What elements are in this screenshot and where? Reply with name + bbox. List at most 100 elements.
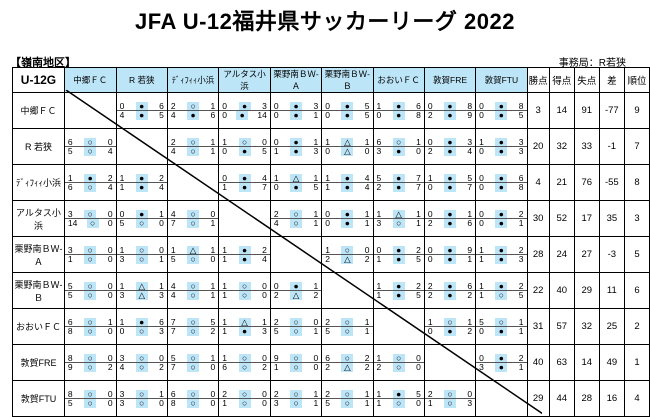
stat-value: 32 <box>548 128 575 165</box>
match-cell: 0 ● 8 0 ● 5 <box>475 92 528 129</box>
match-line: 0 ● 3 <box>425 136 475 147</box>
stat-value: 6 <box>623 272 650 309</box>
match-line: 1 ● 3 <box>219 326 270 336</box>
match-line: 1 △ 1 <box>271 173 321 182</box>
score-own: 3 <box>67 208 73 219</box>
result-mark: ● <box>444 209 456 218</box>
result-mark: ○ <box>84 399 97 408</box>
score-own: 1 <box>273 362 279 372</box>
result-mark: ○ <box>341 399 354 408</box>
result-mark: ○ <box>238 363 251 372</box>
match-line: 2 ○ 0 <box>373 362 424 372</box>
result-mark: ● <box>341 101 354 110</box>
score-opp: 1 <box>159 208 164 219</box>
score-own: 0 <box>273 136 279 147</box>
score-opp: 1 <box>518 316 524 327</box>
score-own: 1 <box>119 316 125 327</box>
match-cell: 2 ○ 0 1 ○ 0 <box>218 380 271 417</box>
team-row: 中郷ＦＣ 0 ● 6 4 ● 5 2 ○ 1 4 ● 6 0 ● 3 0 ● 14 0 ● 3 0 ● 1 0 ● 5 0 ● 5 1 ● 6 0 ●… <box>12 92 650 129</box>
match-line: 3 ○ 1 <box>270 398 322 408</box>
score-own: 5 <box>273 326 279 336</box>
match-cell: 5 ○ 1 7 ○ 0 <box>166 344 220 381</box>
match-line: 9 ○ 0 <box>271 353 321 362</box>
score-own: 1 <box>170 244 176 255</box>
score-opp: 1 <box>416 218 421 228</box>
score-own: 0 <box>119 326 125 336</box>
score-opp: 1 <box>107 316 113 327</box>
match-line: 1 ● 4 <box>322 172 372 183</box>
score-own: 0 <box>325 208 330 219</box>
stat-header: 勝点 <box>526 67 550 93</box>
match-line: 2 △ 2 <box>322 254 373 264</box>
score-opp: 2 <box>210 326 216 336</box>
score-opp: 1 <box>364 316 370 327</box>
result-mark: △ <box>135 281 148 290</box>
score-own: 0 <box>479 218 484 228</box>
match-line: 1 △ 1 <box>219 317 270 326</box>
match-line: 7 ○ 5 <box>168 316 218 327</box>
match-line: 0 ● 8 <box>425 101 475 110</box>
score-opp: 4 <box>159 182 164 192</box>
score-own: 8 <box>170 398 176 408</box>
score-opp: 2 <box>364 352 370 363</box>
score-own: 7 <box>170 316 176 327</box>
score-opp: 6 <box>416 100 421 111</box>
score-opp: 0 <box>107 352 113 363</box>
match-cell: 2 ○ 0 5 ○ 1 <box>269 308 323 345</box>
result-mark: ● <box>392 281 405 290</box>
score-opp: 5 <box>518 110 524 120</box>
match-line: 1 ○ 5 <box>476 290 527 300</box>
score-own: 3 <box>119 398 125 408</box>
match-line: 1 ● 5 <box>425 173 475 182</box>
score-opp: 3 <box>467 136 473 147</box>
score-opp: 1 <box>364 326 370 336</box>
score-opp: 2 <box>262 244 267 255</box>
score-own: 6 <box>222 362 227 372</box>
match-line: 0 ● 1 <box>476 326 527 336</box>
match-cell: 6 ○ 2 2 △ 2 <box>321 344 374 381</box>
score-own: 5 <box>67 146 73 156</box>
stat-value: 33 <box>573 128 600 165</box>
score-own: 1 <box>325 172 330 183</box>
result-mark: ● <box>238 255 251 264</box>
score-opp: 0 <box>262 136 267 147</box>
match-line: 5 ○ 1 <box>168 352 218 363</box>
score-own: 4 <box>170 110 176 120</box>
score-opp: 1 <box>210 218 216 228</box>
stat-value: 63 <box>548 344 575 381</box>
score-own: 1 <box>376 398 382 408</box>
result-mark: ● <box>238 183 251 192</box>
column-team: 敦賀FTU <box>475 67 528 93</box>
match-line: 1 ○ 1 <box>425 317 475 326</box>
score-own: 2 <box>427 280 433 291</box>
result-mark: ○ <box>135 327 148 336</box>
score-own: 7 <box>170 218 176 228</box>
stat-value: 3 <box>623 200 650 237</box>
result-mark: ○ <box>84 317 97 326</box>
match-line: 6 ○ 2 <box>322 352 372 363</box>
self-match-cell <box>321 272 374 309</box>
match-line: 1 ● 2 <box>117 173 167 182</box>
result-mark: ○ <box>84 183 97 192</box>
result-mark: ● <box>392 245 405 254</box>
match-cell: 1 ○ 1 0 ● 2 <box>423 308 477 345</box>
score-opp: 1 <box>313 326 319 336</box>
result-mark: ○ <box>392 353 405 362</box>
result-mark: ○ <box>187 327 200 336</box>
score-opp: 4 <box>262 254 267 264</box>
column-team: アルタス小浜 <box>218 67 271 93</box>
score-opp: 1 <box>210 352 216 363</box>
result-mark: ○ <box>290 389 303 398</box>
column-team: ﾃﾞｨﾌｨｨ小浜 <box>166 67 220 93</box>
score-own: 0 <box>479 146 484 156</box>
match-cell: 1 ○ 0 1 ○ 0 <box>218 272 271 309</box>
result-mark: ○ <box>341 327 354 336</box>
score-opp: 2 <box>518 280 524 291</box>
score-opp: 5 <box>262 146 267 156</box>
result-mark: ○ <box>187 353 200 362</box>
score-own: 2 <box>325 388 330 399</box>
team-row: 栗野南ＢＷ-Ａ 3 ○ 0 1 ○ 0 1 ○ 0 3 ○ 1 1 △ 1 5 ○ 0 1 ● 2 1 ● 4 1 ○ 0 2 △ 2 0 ● 2… <box>12 236 650 273</box>
score-opp: 0 <box>159 398 164 408</box>
match-line: 1 ● 5 <box>374 389 424 398</box>
score-own: 1 <box>222 290 227 300</box>
